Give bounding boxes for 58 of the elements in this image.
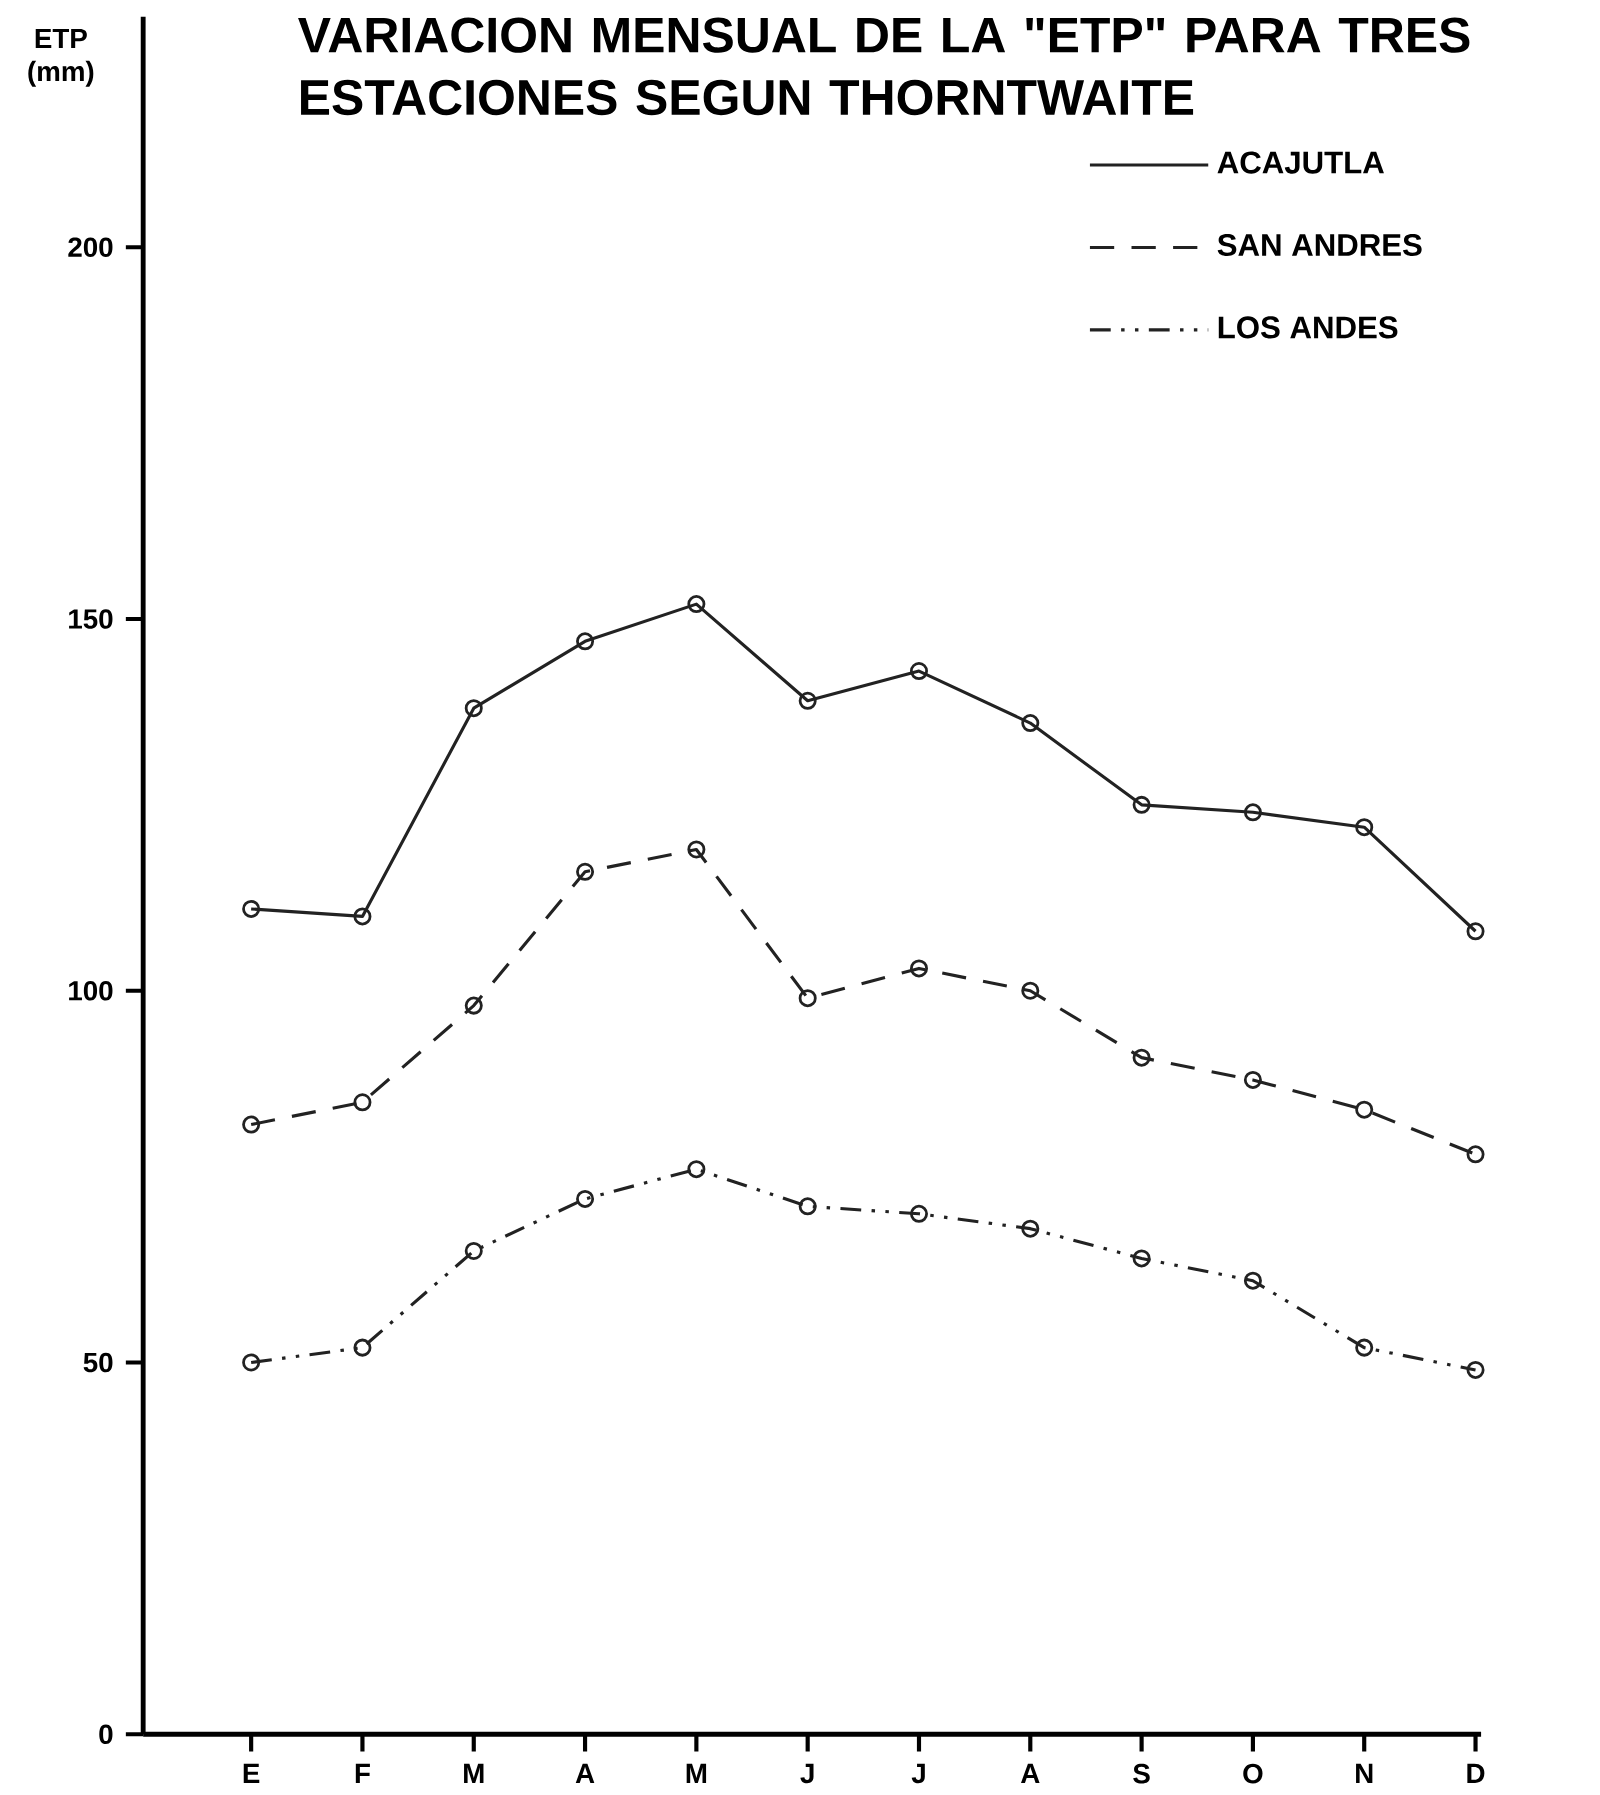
x-tick-label: N — [1356, 1763, 1373, 1783]
point — [353, 1093, 372, 1112]
x-tick-label: J — [911, 1763, 925, 1784]
point — [1466, 1360, 1485, 1379]
point — [464, 1241, 483, 1260]
y-tick-label: 200 — [68, 237, 113, 258]
point — [687, 1160, 706, 1179]
point — [1243, 803, 1262, 822]
point — [1466, 922, 1485, 941]
point — [1021, 981, 1040, 1000]
point — [1355, 1100, 1374, 1119]
point — [798, 1197, 817, 1216]
point — [798, 691, 817, 710]
x-tick-label: E — [243, 1763, 260, 1783]
y-axis-title: ETP (mm) — [28, 28, 94, 87]
legend-label: LOS ANDES — [1218, 316, 1398, 339]
point — [1021, 714, 1040, 733]
y-tick-label: 50 — [83, 1352, 113, 1373]
point — [910, 662, 929, 681]
x-tick-label: D — [1467, 1763, 1485, 1783]
x-tick-label: O — [1243, 1763, 1263, 1784]
point — [1355, 818, 1374, 837]
point — [1355, 1338, 1374, 1357]
x-tick-label: M — [464, 1763, 484, 1783]
point — [1132, 795, 1151, 814]
point — [576, 1189, 595, 1208]
point — [242, 1115, 261, 1134]
legend-label: SAN ANDRES — [1217, 233, 1422, 257]
point — [1021, 1219, 1040, 1238]
x-tick-label: J — [800, 1763, 814, 1784]
point — [353, 1338, 372, 1357]
x-tick-label: A — [575, 1763, 595, 1783]
point — [353, 907, 372, 926]
x-tick-label: A — [1021, 1763, 1040, 1783]
chart-title: VARIACION MENSUAL DE LA "ETP" PARA TRES ESTACIONES SEGUN THORNTWAITE — [298, 17, 1470, 116]
point — [1132, 1048, 1151, 1067]
point — [910, 959, 929, 978]
point — [464, 699, 483, 718]
point — [1132, 1249, 1151, 1268]
point — [242, 899, 261, 918]
point — [687, 840, 706, 859]
point — [687, 595, 706, 614]
legend-label: ACAJUTLA — [1217, 151, 1384, 174]
point — [464, 996, 483, 1015]
x-tick-label: F — [355, 1763, 370, 1783]
y-tick-label: 100 — [69, 980, 113, 1001]
point — [1243, 1070, 1262, 1089]
point — [1243, 1271, 1262, 1290]
point — [242, 1353, 261, 1372]
point — [1466, 1145, 1485, 1164]
point — [798, 989, 817, 1008]
point — [576, 862, 595, 881]
point — [910, 1204, 929, 1223]
x-tick-label: M — [686, 1763, 707, 1783]
y-tick-label: 150 — [69, 609, 113, 629]
point — [576, 632, 595, 651]
x-tick-label: S — [1133, 1763, 1150, 1784]
y-tick-label: 0 — [99, 1724, 113, 1745]
